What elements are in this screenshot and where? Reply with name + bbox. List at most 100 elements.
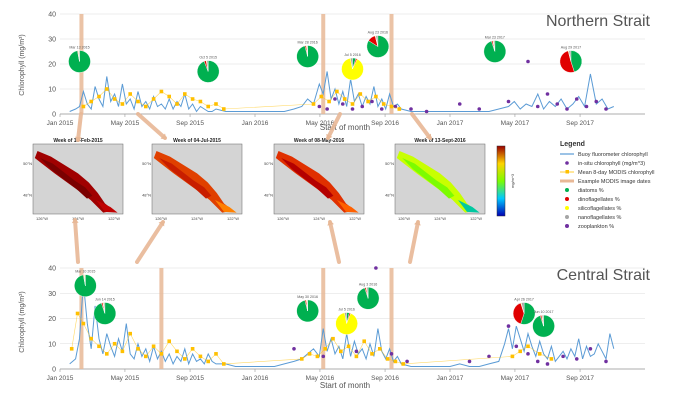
- pie-slice-silicoflagellates: [335, 312, 358, 335]
- map-lon-label: 122°W: [227, 216, 239, 221]
- modis-point: [214, 352, 218, 356]
- legend-swatch-dinoflagellates: [565, 197, 569, 201]
- legend-swatch-silicoflagellates: [565, 206, 569, 210]
- map-lon-label: 122°W: [108, 216, 120, 221]
- y-tick-label: 10: [48, 341, 56, 348]
- pie-slice-nanoflagellates: [306, 45, 308, 57]
- insitu-point: [506, 99, 511, 104]
- legend-swatch-insitu: [565, 161, 569, 165]
- insitu-point: [584, 104, 589, 109]
- x-tick-label: Sep 2016: [371, 375, 399, 382]
- pie-slice-nanoflagellates: [375, 35, 379, 47]
- insitu-point: [389, 352, 394, 356]
- pie-slice-nanoflagellates: [521, 302, 525, 314]
- modis-point: [342, 97, 347, 101]
- example-date-arrow: [410, 112, 432, 140]
- map-lon-label: 122°W: [470, 216, 482, 221]
- insitu-point: [321, 354, 326, 359]
- insitu-point: [565, 107, 569, 111]
- insitu-point: [588, 347, 593, 351]
- map-lat-label: 50°N: [142, 161, 151, 166]
- map-lat-label: 48°N: [23, 193, 32, 198]
- modis-point: [389, 104, 394, 109]
- pie-label: Mar 23 2017: [485, 36, 505, 40]
- x-tick-label: May 2016: [306, 375, 335, 382]
- map-lat-label: 48°N: [142, 193, 151, 198]
- map-lat-label: 50°N: [23, 161, 32, 166]
- y-tick-label: 30: [48, 37, 56, 44]
- modis-point: [300, 357, 304, 361]
- example-date-bar: [321, 268, 326, 369]
- map-panel: Week of 04-Jul-2015 126°W 124°W 122°W 50°N 48…: [142, 138, 243, 221]
- modis-point: [362, 339, 366, 344]
- insitu-point: [545, 92, 550, 96]
- modis-point: [537, 352, 542, 356]
- map-lon-label: 122°W: [349, 216, 361, 221]
- map-strait-core: [40, 158, 93, 199]
- modis-point: [136, 99, 140, 104]
- modis-point: [526, 344, 530, 349]
- colorbar-label: mg/m^3: [510, 173, 515, 188]
- pie-slice-dinoflagellates: [512, 302, 525, 325]
- pie-label: Jul 5 2016: [344, 53, 361, 57]
- modis-point: [335, 89, 339, 94]
- map-lon-label: 126°W: [36, 216, 48, 221]
- y-tick-label: 20: [48, 62, 56, 69]
- modis-point: [510, 354, 515, 359]
- insitu-point: [545, 362, 550, 366]
- pie-label: Aug 29 2017: [561, 46, 581, 50]
- modis-point: [120, 349, 125, 354]
- map-strait-south: [337, 200, 359, 213]
- y-tick-label: 40: [48, 12, 56, 19]
- insitu-point: [325, 107, 329, 111]
- modis-point: [144, 104, 148, 109]
- insitu-point: [333, 97, 337, 101]
- modis-point: [167, 94, 171, 99]
- insitu-point: [379, 107, 384, 111]
- map-lat-label: 50°N: [264, 161, 273, 166]
- modis-point: [151, 344, 156, 349]
- example-date-arrow: [135, 220, 165, 264]
- modis-point: [393, 359, 398, 364]
- pie-slice-nanoflagellates: [306, 299, 308, 311]
- pie-chart: Aug 3 2016: [356, 282, 380, 310]
- example-date-arrow: [73, 218, 80, 264]
- map-lon-label: 126°W: [155, 216, 167, 221]
- modis-point: [151, 97, 156, 101]
- modis-point: [222, 107, 226, 111]
- x-tick-label: Jan 2016: [242, 375, 269, 382]
- pie-label: Aug 23 2016: [368, 31, 388, 35]
- x-tick-label: Sep 2017: [566, 375, 594, 382]
- pie-chart: Jul 5 2016: [335, 308, 358, 335]
- x-tick-label: Sep 2015: [176, 120, 204, 127]
- example-date-arrowhead: [327, 220, 334, 226]
- modis-point: [120, 102, 125, 106]
- pie-chart: Mar 13 2015: [68, 46, 91, 73]
- pie-slice-silicoflagellates: [341, 57, 364, 81]
- pie-chart: Mar 10 2015: [74, 270, 97, 297]
- modis-point: [112, 341, 117, 346]
- example-date-arrow: [408, 220, 420, 264]
- y-tick-label: 0: [52, 112, 56, 119]
- insitu-point: [514, 344, 519, 349]
- insitu-point: [555, 102, 560, 106]
- x-tick-label: May 2017: [501, 120, 530, 127]
- modis-point: [214, 102, 218, 106]
- modis-point: [89, 336, 93, 341]
- modis-point: [175, 102, 179, 106]
- pie-slice-nanoflagellates: [206, 60, 209, 72]
- x-tick-label: May 2017: [501, 375, 530, 382]
- insitu-point: [506, 324, 511, 328]
- modis-point: [69, 347, 74, 351]
- example-date-arrowhead: [158, 220, 165, 227]
- modis-point: [198, 99, 203, 104]
- example-date-arrows: [71, 112, 432, 264]
- modis-point: [311, 102, 316, 106]
- x-tick-label: Sep 2017: [566, 120, 594, 127]
- modis-point: [105, 352, 109, 356]
- pie-slice-nanoflagellates: [78, 50, 80, 62]
- insitu-point: [561, 354, 565, 359]
- chart-title-northern: Northern Strait: [546, 13, 651, 30]
